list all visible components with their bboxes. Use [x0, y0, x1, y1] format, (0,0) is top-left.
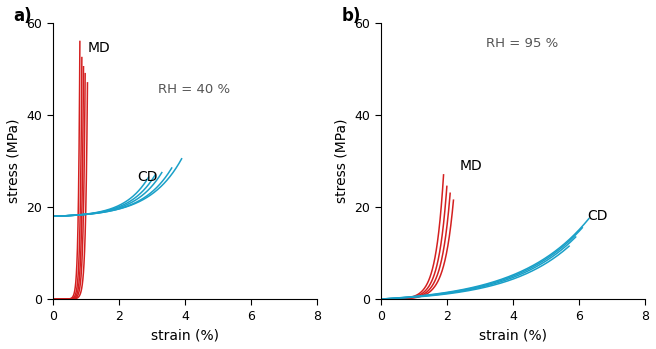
- Text: b): b): [341, 7, 361, 24]
- X-axis label: strain (%): strain (%): [479, 328, 547, 342]
- Y-axis label: stress (MPa): stress (MPa): [335, 119, 349, 203]
- Text: a): a): [13, 7, 31, 24]
- Text: MD: MD: [460, 158, 483, 172]
- Text: MD: MD: [87, 41, 110, 55]
- Text: RH = 95 %: RH = 95 %: [487, 37, 559, 50]
- Y-axis label: stress (MPa): stress (MPa): [7, 119, 21, 203]
- Text: RH = 40 %: RH = 40 %: [159, 83, 231, 96]
- X-axis label: strain (%): strain (%): [151, 328, 219, 342]
- Text: CD: CD: [587, 209, 607, 223]
- Text: CD: CD: [137, 170, 157, 184]
